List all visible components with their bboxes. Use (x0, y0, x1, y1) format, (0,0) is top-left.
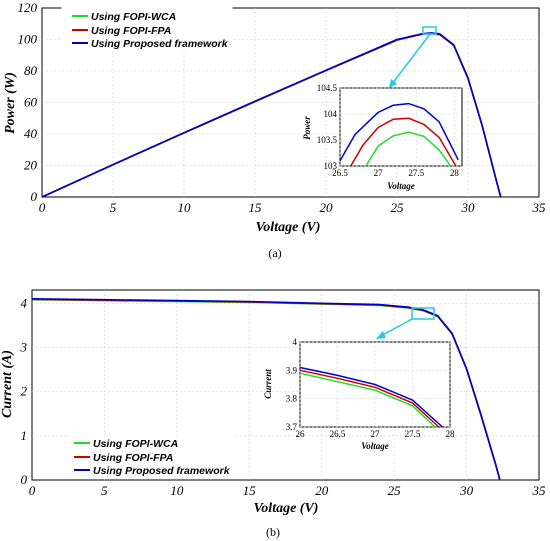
x-tick-label: 0 (29, 483, 36, 498)
inset-x-tick-label: 26.5 (332, 168, 348, 178)
inset-series-line-3 (299, 366, 444, 428)
zoom-callout-arrowhead (389, 79, 397, 88)
legend-label-wca: Using FOPI-WCA (93, 438, 178, 450)
x-tick-label: 25 (391, 200, 405, 215)
zoom-region-marker (411, 307, 435, 320)
zoom-callout-arrowhead (376, 331, 386, 339)
x-tick-label: 35 (532, 200, 547, 215)
current-voltage-chart: 0 5 10 15 20 25 30 35 0 1 2 3 4 Current (A) Voltage … (0, 289, 547, 539)
y-tick-label: 0 (21, 472, 28, 487)
y-tick-label: 3 (20, 339, 28, 354)
inset-x-axis-label: Voltage (361, 441, 389, 451)
legend-label-proposed: Using Proposed framework (91, 38, 229, 50)
inset-x-tick-label: 28 (450, 168, 460, 178)
legend-label-wca: Using FOPI-WCA (91, 11, 176, 23)
y-tick-label: 60 (24, 95, 38, 110)
inset-series-line-3 (339, 102, 459, 162)
inset-y-tick-label: 104.5 (317, 83, 338, 93)
tick-labels: 0 5 10 15 20 25 30 35 0 20 40 60 80 100 120 (18, 0, 547, 215)
legend-label-proposed: Using Proposed framework (93, 465, 231, 477)
y-axis-label: Power (W) (3, 72, 18, 134)
y-tick-label: 20 (24, 158, 38, 173)
x-tick-label: 10 (178, 200, 192, 215)
y-tick-label: 4 (21, 295, 28, 310)
panel-caption: (b) (266, 525, 280, 539)
inset-series-line-1 (299, 372, 436, 428)
legend: Using FOPI-WCA Using FOPI-FPA Using Prop… (61, 7, 233, 51)
inset-x-tick-label: 27.5 (408, 168, 424, 178)
y-tick-label: 120 (18, 0, 38, 15)
zoom-callout-arrow (380, 318, 413, 337)
inset-series-line-2 (350, 117, 457, 167)
y-tick-label: 1 (21, 428, 28, 443)
x-tick-label: 35 (532, 483, 547, 498)
inset-y-tick-label: 104 (324, 109, 338, 119)
x-tick-label: 25 (388, 483, 402, 498)
y-tick-label: 100 (18, 32, 38, 47)
x-tick-label: 20 (315, 483, 329, 498)
inset-x-tick-label: 28 (446, 429, 456, 439)
inset-y-tick-label: 3.7 (286, 422, 298, 432)
tick-labels: 0 5 10 15 20 25 30 35 0 1 2 3 4 (20, 295, 547, 498)
inset-y-tick-label: 3.8 (286, 394, 298, 404)
inset-series-line-2 (299, 369, 440, 428)
y-axis-label: Current (A) (0, 350, 15, 418)
inset-x-tick-label: 27 (374, 168, 384, 178)
y-tick-label: 2 (21, 384, 28, 399)
inset-series-line-1 (365, 131, 452, 167)
inset-x-tick-label: 26.5 (330, 429, 346, 439)
y-tick-label: 40 (24, 126, 38, 141)
legend-box (61, 7, 233, 51)
inset-x-tick-label: 27 (371, 429, 381, 439)
x-tick-label: 20 (320, 200, 334, 215)
y-tick-label: 80 (24, 63, 38, 78)
x-tick-label: 30 (461, 200, 476, 215)
inset-chart: 26.5 27 27.5 28 103 103.5 104 104.5 (317, 83, 462, 178)
legend-label-fpa: Using FOPI-FPA (93, 452, 173, 464)
inset-chart: 26 26.5 27 27.5 28 3.7 3.8 3.9 4 (286, 337, 455, 439)
x-tick-label: 5 (101, 483, 108, 498)
inset-x-axis-label: Voltage (387, 181, 415, 191)
x-tick-label: 30 (459, 483, 474, 498)
x-axis-label: Voltage (V) (256, 220, 321, 235)
inset-y-axis-label: Current (263, 369, 273, 399)
inset-y-tick-label: 103 (324, 161, 338, 171)
inset-y-axis-label: Power (302, 116, 312, 140)
inset-y-tick-label: 3.9 (286, 365, 298, 375)
legend-label-fpa: Using FOPI-FPA (91, 25, 171, 37)
inset-y-tick-label: 4 (293, 337, 298, 347)
x-axis-label: Voltage (V) (254, 501, 319, 516)
x-tick-label: 10 (170, 483, 184, 498)
zoom-callout-arrow (391, 33, 431, 85)
inset-x-tick-label: 26 (296, 429, 306, 439)
legend: Using FOPI-WCA Using FOPI-FPA Using Prop… (69, 435, 237, 479)
inset-x-tick-label: 27.5 (405, 429, 421, 439)
inset-y-tick-label: 103.5 (317, 135, 338, 145)
x-tick-label: 0 (39, 200, 46, 215)
x-tick-label: 15 (249, 200, 263, 215)
x-tick-label: 5 (110, 200, 117, 215)
legend-box (69, 435, 237, 479)
panel-caption: (a) (268, 246, 281, 260)
x-tick-label: 15 (243, 483, 257, 498)
y-tick-label: 0 (31, 189, 38, 204)
